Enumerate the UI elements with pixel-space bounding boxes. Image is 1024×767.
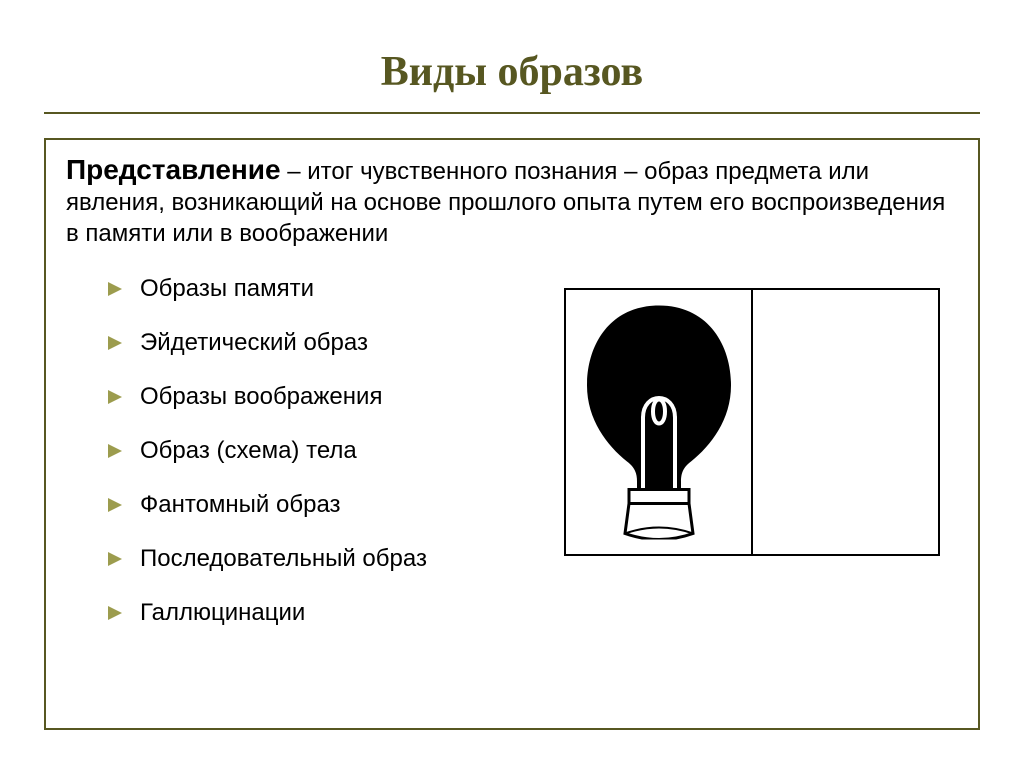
list-item-label: Образы памяти xyxy=(140,275,314,303)
figure-left-panel xyxy=(566,290,752,554)
afterimage-figure xyxy=(564,288,940,556)
list-item-label: Эйдетический образ xyxy=(140,329,368,357)
chevron-right-icon xyxy=(108,390,122,404)
list-item-label: Образы воображения xyxy=(140,383,382,411)
title-area: Виды образов xyxy=(0,0,1024,96)
list-item-label: Галлюцинации xyxy=(140,599,305,627)
list-item: Галлюцинации xyxy=(108,599,958,627)
lightbulb-icon xyxy=(579,300,739,545)
list-item-label: Образ (схема) тела xyxy=(140,437,357,465)
definition-paragraph: Представление – итог чувственного познан… xyxy=(66,152,958,249)
chevron-right-icon xyxy=(108,606,122,620)
slide: Виды образов Представление – итог чувств… xyxy=(0,0,1024,767)
definition-term: Представление xyxy=(66,154,281,185)
title-underline xyxy=(44,112,980,114)
chevron-right-icon xyxy=(108,282,122,296)
content-box: Представление – итог чувственного познан… xyxy=(44,138,980,730)
chevron-right-icon xyxy=(108,552,122,566)
slide-title: Виды образов xyxy=(381,48,643,96)
chevron-right-icon xyxy=(108,336,122,350)
chevron-right-icon xyxy=(108,498,122,512)
chevron-right-icon xyxy=(108,444,122,458)
list-item-label: Последовательный образ xyxy=(140,545,427,573)
list-item-label: Фантомный образ xyxy=(140,491,341,519)
figure-divider xyxy=(751,290,753,554)
